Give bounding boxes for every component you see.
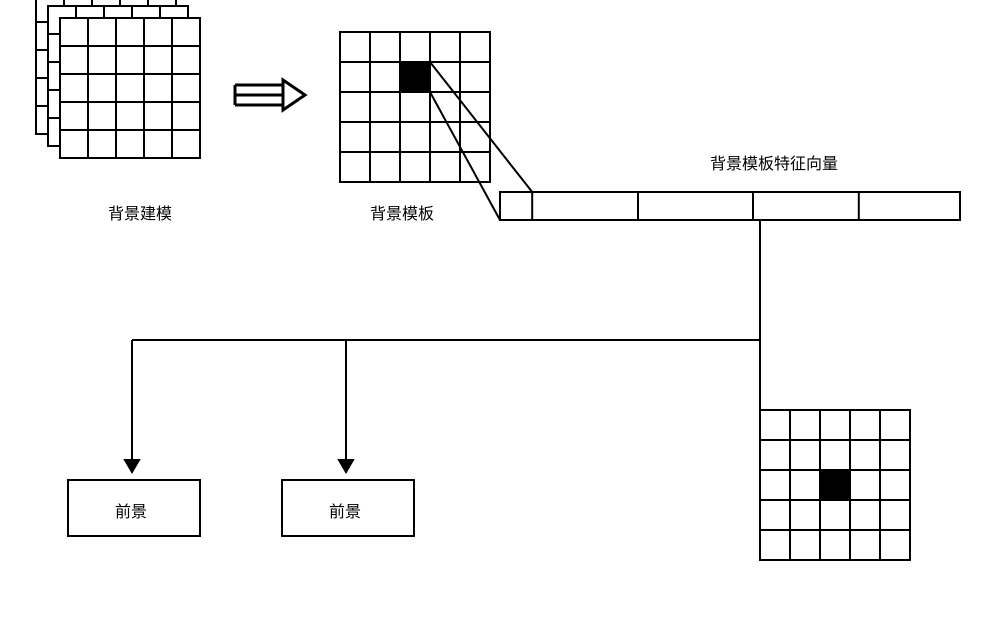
diagram-canvas <box>0 0 1000 618</box>
label-foreground-1: 前景 <box>115 498 147 522</box>
label-foreground-2: 前景 <box>329 498 361 522</box>
label-feature-vector: 背景模板特征向量 <box>710 150 838 174</box>
label-background-modeling: 背景建模 <box>108 200 172 224</box>
label-background-template: 背景模板 <box>370 200 434 224</box>
